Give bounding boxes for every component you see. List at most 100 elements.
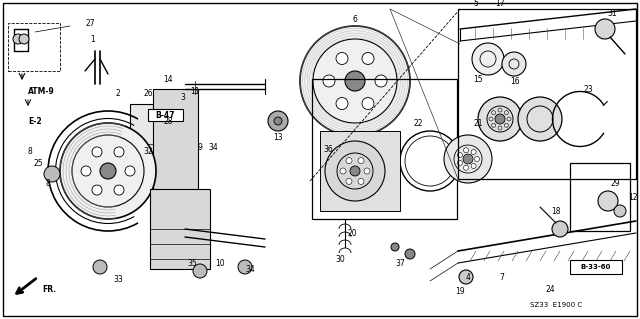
Circle shape	[325, 141, 385, 201]
Circle shape	[358, 178, 364, 184]
Text: 33: 33	[113, 275, 123, 284]
Circle shape	[471, 164, 476, 168]
Bar	[570, 163, 630, 231]
Circle shape	[100, 163, 116, 179]
Text: 4: 4	[465, 272, 470, 281]
Bar	[150, 189, 210, 269]
Text: E-2: E-2	[28, 116, 42, 125]
Circle shape	[495, 114, 505, 124]
Bar	[570, 260, 622, 274]
Text: 29: 29	[610, 180, 620, 189]
Circle shape	[336, 53, 348, 64]
Text: SZ33  E1900 C: SZ33 E1900 C	[530, 302, 582, 308]
Circle shape	[345, 71, 365, 91]
Circle shape	[60, 123, 156, 219]
Text: 14: 14	[163, 75, 173, 84]
Circle shape	[595, 19, 615, 39]
Circle shape	[81, 166, 91, 176]
Text: 25: 25	[33, 160, 43, 168]
Text: 23: 23	[583, 85, 593, 93]
Text: 26: 26	[143, 90, 153, 99]
Circle shape	[463, 148, 468, 153]
Circle shape	[474, 157, 479, 161]
Text: 10: 10	[215, 259, 225, 269]
Circle shape	[518, 97, 562, 141]
Text: 15: 15	[473, 75, 483, 84]
Circle shape	[362, 53, 374, 64]
Text: 19: 19	[455, 286, 465, 295]
Circle shape	[340, 168, 346, 174]
Circle shape	[364, 168, 370, 174]
Circle shape	[323, 75, 335, 87]
Circle shape	[13, 34, 23, 44]
Text: 35: 35	[187, 259, 197, 269]
Text: 18: 18	[551, 206, 561, 216]
Circle shape	[19, 34, 29, 44]
Circle shape	[458, 152, 462, 158]
Text: 37: 37	[395, 259, 405, 269]
Text: 32: 32	[143, 147, 153, 157]
Text: 5: 5	[474, 0, 479, 9]
Circle shape	[391, 243, 399, 251]
Text: 28: 28	[163, 116, 173, 125]
Text: 34: 34	[245, 264, 255, 273]
Circle shape	[598, 191, 618, 211]
Bar	[458, 9, 636, 179]
Text: 21: 21	[473, 120, 483, 129]
Circle shape	[405, 249, 415, 259]
Circle shape	[458, 160, 462, 166]
Circle shape	[125, 166, 135, 176]
Text: ATM-9: ATM-9	[28, 86, 55, 95]
Circle shape	[358, 158, 364, 164]
Circle shape	[92, 147, 102, 157]
Circle shape	[472, 43, 504, 75]
Circle shape	[350, 166, 360, 176]
Bar	[8, 23, 60, 71]
Circle shape	[92, 185, 102, 195]
Bar	[312, 79, 457, 219]
Circle shape	[93, 260, 107, 274]
Text: 36: 36	[323, 145, 333, 153]
Bar	[130, 104, 185, 174]
Text: 8: 8	[28, 147, 33, 157]
Text: 17: 17	[495, 0, 505, 8]
Text: 2: 2	[116, 90, 120, 99]
Circle shape	[459, 270, 473, 284]
Text: 31: 31	[607, 10, 617, 19]
Circle shape	[502, 52, 526, 76]
Circle shape	[552, 221, 568, 237]
Text: 13: 13	[273, 132, 283, 142]
Circle shape	[238, 260, 252, 274]
Text: 11: 11	[190, 86, 200, 95]
Text: 34: 34	[208, 143, 218, 152]
Circle shape	[362, 98, 374, 109]
Circle shape	[193, 264, 207, 278]
Circle shape	[274, 117, 282, 125]
Text: 12: 12	[628, 192, 638, 202]
Text: 7: 7	[500, 272, 504, 281]
Circle shape	[471, 150, 476, 154]
Circle shape	[614, 205, 626, 217]
Circle shape	[444, 135, 492, 183]
Circle shape	[268, 111, 288, 131]
Circle shape	[44, 166, 60, 182]
Circle shape	[478, 97, 522, 141]
Circle shape	[114, 147, 124, 157]
Circle shape	[346, 178, 352, 184]
Text: 22: 22	[413, 120, 423, 129]
Text: B-47: B-47	[156, 110, 175, 120]
Text: 8: 8	[45, 180, 51, 189]
Text: 27: 27	[85, 19, 95, 28]
Text: 9: 9	[198, 143, 202, 152]
Circle shape	[336, 98, 348, 109]
Circle shape	[463, 165, 468, 170]
Bar	[148, 109, 183, 121]
Text: FR.: FR.	[42, 285, 56, 293]
Text: 16: 16	[510, 77, 520, 85]
Text: 3: 3	[180, 93, 186, 101]
Text: 1: 1	[91, 34, 95, 43]
Bar	[153, 89, 198, 234]
Bar	[320, 131, 400, 211]
Circle shape	[463, 154, 473, 164]
Text: B-33-60: B-33-60	[581, 264, 611, 270]
